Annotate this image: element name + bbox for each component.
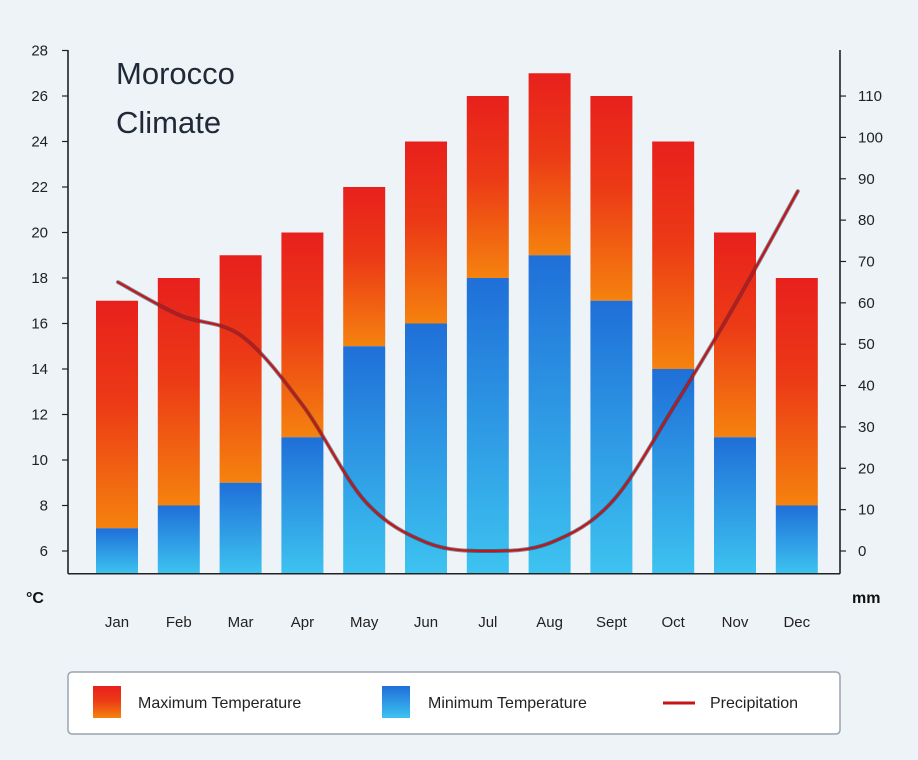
left-tick-label-12: 12 [31,407,48,424]
bar-min-aug [528,255,571,574]
x-tick-label-dec: Dec [783,614,810,631]
bar-min-jul [466,278,509,574]
bar-min-may [343,346,386,574]
left-tick-label-18: 18 [31,270,48,287]
legend-label-max: Maximum Temperature [138,695,301,712]
bar-min-apr [281,437,324,574]
right-tick-label-10: 10 [858,502,875,519]
bar-min-feb [157,505,200,574]
x-tick-label-mar: Mar [228,614,254,631]
bar-min-sept [590,300,633,574]
bar-min-jan [96,528,138,574]
bar-min-oct [652,369,695,574]
x-tick-label-jul: Jul [478,614,497,631]
axes: 6 8 10 12 14 16 18 20 22 24 26 28 0 10 20 30 40 50 60 70 80 9… [31,43,883,632]
x-tick-label-jun: Jun [414,614,438,631]
left-tick-label-10: 10 [31,452,48,469]
x-tick-label-aug: Aug [536,614,563,631]
left-tick-label-26: 26 [31,88,48,105]
bar-max-feb [157,278,200,506]
left-tick-label-28: 28 [31,43,48,60]
x-tick-label-apr: Apr [291,614,314,631]
left-axis-unit: °C [26,590,44,607]
bar-min-nov [714,437,756,574]
left-tick-label-24: 24 [31,134,48,151]
left-tick-label-20: 20 [31,225,48,242]
bar-max-oct [652,141,695,369]
right-tick-label-40: 40 [858,378,875,395]
right-tick-label-0: 0 [858,543,866,560]
left-tick-label-14: 14 [31,361,48,378]
precipitation-line-group [116,189,800,553]
legend-swatch-max [93,686,121,718]
right-tick-label-20: 20 [858,460,875,477]
right-tick-label-50: 50 [858,336,875,353]
bar-max-nov [714,232,756,438]
title-line-1: Morocco [116,56,235,91]
right-tick-label-100: 100 [858,129,883,146]
right-tick-label-90: 90 [858,171,875,188]
legend-label-precip: Precipitation [710,695,798,712]
bar-max-jun [405,141,447,324]
left-tick-label-8: 8 [40,498,48,515]
legend-swatch-min [382,686,410,718]
bar-min-jun [405,323,447,574]
right-tick-label-80: 80 [858,212,875,229]
bar-max-jul [466,96,509,278]
x-tick-label-oct: Oct [662,614,686,631]
chart-title: Morocco Climate [116,56,235,140]
right-tick-label-110: 110 [858,88,882,105]
bar-max-jan [96,300,138,529]
x-tick-label-may: May [350,614,379,631]
left-tick-label-22: 22 [31,179,48,196]
right-axis-unit: mm [852,590,880,607]
bar-max-may [343,187,386,347]
left-tick-label-6: 6 [40,543,48,560]
x-tick-label-nov: Nov [722,614,749,631]
bar-max-mar [219,255,262,483]
legend-box [67,671,841,735]
right-tick-label-60: 60 [858,295,875,312]
legend: Maximum Temperature Minimum Temperature … [67,671,841,735]
title-line-2: Climate [116,105,221,140]
bars [96,73,818,574]
x-tick-label-jan: Jan [105,614,129,631]
bar-min-mar [219,482,262,574]
precipitation-line [116,190,799,553]
x-tick-label-sept: Sept [596,614,628,631]
right-tick-label-30: 30 [858,419,875,436]
bar-max-dec [775,278,818,506]
legend-label-min: Minimum Temperature [428,695,587,712]
left-tick-label-16: 16 [31,316,48,333]
bar-max-aug [528,73,571,256]
bar-max-sept [590,96,633,301]
bar-min-dec [775,505,818,574]
x-tick-label-feb: Feb [166,614,192,631]
right-tick-label-70: 70 [858,253,875,270]
